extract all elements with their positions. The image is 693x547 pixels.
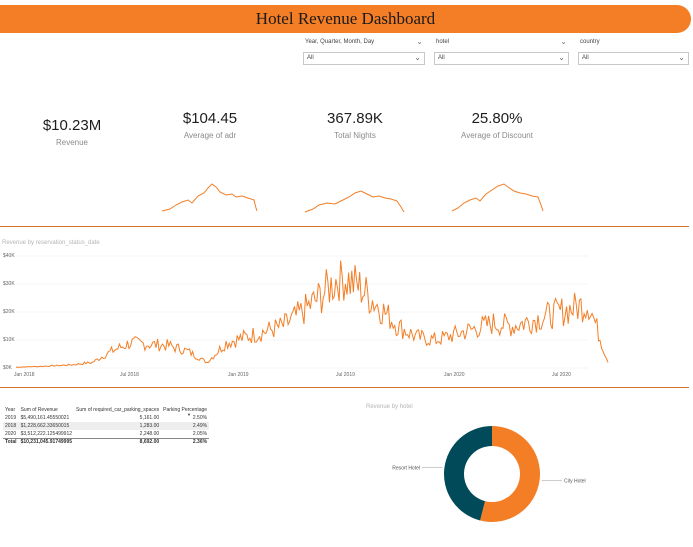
table-header-row: Year Sum of Revenue Sum of required_car_… [3,405,209,414]
kpi-label: Average of Discount [461,131,533,140]
table-cell: 2.05% [192,430,208,437]
kpi-value: 25.80% [471,110,523,127]
revenue-line-chart[interactable] [0,250,693,375]
slicer-country-dropdown[interactable]: All ⌄ [578,52,689,65]
slicer-date-label: Year, Quarter, Month, Day [305,39,375,45]
kpi-discount: 25.80% Average of Discount [447,110,547,140]
kpi-label: Revenue [55,138,89,147]
table-row: 2018 $1,228,662.33650015 1,283.00 2.49% [3,422,210,430]
kpi-value: $104.45 [182,110,238,127]
table-cell: 1,283.00 [74,422,162,430]
table-cell: 2.50% [192,415,208,421]
slicer-date-dropdown[interactable]: All ⌄ [303,52,425,65]
table-row: 2019 $5,490,161.45550021 5,161.00 2.50% [3,414,209,422]
chevron-down-icon: ⌄ [558,53,565,62]
x-tick-label: Jan 2020 [444,372,465,378]
table-total-row: Total $10,231,045.91749995 8,692.00 2.36… [3,437,210,446]
kpi-adr: $104.45 Average of adr [160,110,260,140]
sparkline-line [161,183,258,212]
section-divider [0,387,689,388]
table-cell: 2019 [5,415,17,421]
section-divider [0,226,689,227]
revenue-series-line [15,260,609,368]
revenue-table: Year Sum of Revenue Sum of required_car_… [3,405,210,446]
table-cell: $5,490,161.45550021 [20,415,70,421]
column-header[interactable]: Parking Percentage [163,406,208,413]
donut-slice-resort-hotel[interactable] [444,426,492,521]
column-header[interactable]: Sum of Revenue [20,406,58,413]
sparkline-adr [161,183,258,212]
kpi-nights: 367.89K Total Nights [305,110,405,140]
sparkline-discount [451,183,544,212]
x-tick-label: Jul 2020 [552,372,571,378]
y-tick-label: $40K [3,253,15,259]
slicer-country-label: country [580,39,600,45]
column-header[interactable]: Sum of required_car_parking_spaces [76,406,160,413]
slicer-country[interactable]: country All ⌄ [578,36,689,66]
table-cell: $1,228,662.33650015 [18,422,75,430]
table-cell: $10,231,045.91749995 [18,437,75,446]
slicer-country-value: All [582,55,589,61]
x-tick-label: Jul 2018 [120,372,139,378]
donut-chart-title: Revenue by hotel [366,404,413,410]
table-row: 2020 $3,512,222.125499912 2,248.00 2.05% [3,430,209,438]
page-title: Hotel Revenue Dashboard [255,9,436,28]
table-cell: 2.49% [161,422,210,430]
sort-desc-icon[interactable]: ▼ [187,412,191,417]
donut-slice-city-hotel[interactable] [480,426,540,522]
sparkline-nights [304,190,405,213]
chevron-down-icon[interactable]: ⌄ [416,37,423,46]
kpi-revenue: $10.23M Revenue [22,117,122,147]
table-cell: 2018 [3,422,19,430]
slicer-hotel-value: All [438,55,445,61]
chevron-down-icon: ⌄ [678,53,685,62]
dashboard-title-bar: Hotel Revenue Dashboard [0,5,691,33]
table-cell: 2.36% [161,437,210,446]
donut-label: Resort Hotel [392,466,420,472]
kpi-value: 367.89K [327,110,383,127]
x-tick-label: Jan 2019 [228,372,249,378]
column-header[interactable]: Year [5,406,16,413]
x-tick-label: Jul 2019 [336,372,355,378]
table-cell: 2,248.00 [139,430,160,437]
y-tick-label: $10K [3,337,15,343]
donut-label: City Hotel [564,478,586,484]
line-chart-title: Revenue by reservation_status_date [2,240,100,246]
table-cell: $3,512,222.125499912 [20,430,73,437]
revenue-by-hotel-donut[interactable]: City Hotel Resort Hotel [380,420,640,530]
slicer-hotel-dropdown[interactable]: All ⌄ [434,52,569,65]
kpi-label: Total Nights [334,131,376,140]
chevron-down-icon[interactable]: ⌄ [560,37,567,46]
y-tick-label: $0K [3,365,12,371]
sparkline-line [451,183,544,212]
slicer-date[interactable]: Year, Quarter, Month, Day ⌄ All ⌄ [303,36,425,66]
table-cell: 2020 [5,430,17,437]
kpi-value: $10.23M [42,117,102,134]
slicer-date-value: All [307,55,314,61]
slicer-hotel[interactable]: hotel ⌄ All ⌄ [434,36,569,66]
y-tick-label: $20K [3,309,15,315]
sparkline-line [304,190,405,213]
table-cell: 8,692.00 [74,437,162,446]
table-cell: Total [3,437,19,446]
y-tick-label: $30K [3,281,15,287]
table-cell: 5,161.00 [139,415,160,421]
kpi-label: Average of adr [183,131,237,140]
chevron-down-icon: ⌄ [414,53,421,62]
slicer-hotel-label: hotel [436,39,450,45]
x-tick-label: Jan 2018 [14,372,35,378]
